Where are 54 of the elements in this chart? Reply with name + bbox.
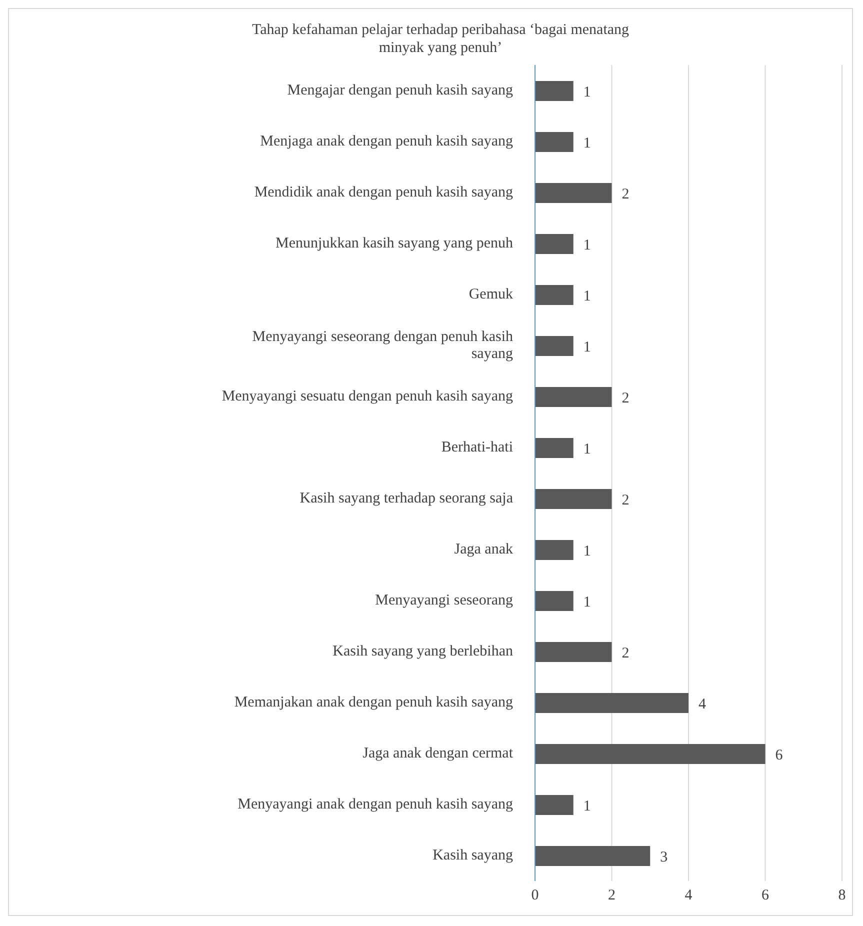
data-label: 1 bbox=[583, 84, 591, 100]
y-tick-label: Menyayangi sesuatu dengan penuh kasih sayang bbox=[222, 388, 514, 404]
bar bbox=[535, 795, 574, 815]
y-tick-label: Menyayangi anak dengan penuh kasih sayang bbox=[238, 796, 514, 812]
y-tick-label: Kasih sayang bbox=[432, 848, 514, 864]
data-label: 1 bbox=[583, 594, 591, 610]
bar bbox=[535, 336, 574, 356]
data-label: 2 bbox=[622, 390, 630, 406]
x-tick-label: 2 bbox=[608, 888, 616, 904]
data-label: 1 bbox=[583, 288, 591, 304]
bar bbox=[535, 846, 650, 866]
x-tick-label: 4 bbox=[684, 888, 693, 904]
data-label: 1 bbox=[583, 543, 591, 560]
data-label: 1 bbox=[583, 441, 591, 458]
bar bbox=[535, 438, 574, 458]
data-label: 3 bbox=[660, 849, 668, 866]
bar bbox=[535, 183, 612, 203]
y-tick-label: Menjaga anak dengan penuh kasih sayang bbox=[260, 134, 514, 150]
bar bbox=[535, 234, 574, 254]
bar bbox=[535, 132, 574, 152]
bar bbox=[535, 591, 574, 611]
y-tick-label: Kasih sayang yang berlebihan bbox=[332, 644, 514, 660]
bar bbox=[535, 81, 574, 101]
y-tick-label: Menyayangi seseorang bbox=[375, 592, 514, 608]
y-tick-label: Mengajar dengan penuh kasih sayang bbox=[287, 82, 514, 98]
y-tick-label: Kasih sayang terhadap seorang saja bbox=[300, 490, 514, 506]
x-tick-label: 6 bbox=[762, 888, 770, 904]
data-label: 1 bbox=[583, 135, 591, 152]
bar bbox=[535, 744, 766, 764]
data-label: 1 bbox=[583, 237, 591, 254]
y-tick-label: Memanjakan anak dengan penuh kasih sayang bbox=[234, 694, 514, 710]
bar bbox=[535, 285, 574, 305]
bar bbox=[535, 387, 612, 407]
data-label: 6 bbox=[775, 747, 784, 764]
x-tick-label: 8 bbox=[838, 888, 846, 904]
data-label: 2 bbox=[622, 186, 630, 202]
bar bbox=[535, 489, 612, 509]
data-label: 2 bbox=[622, 645, 630, 662]
data-label: 1 bbox=[583, 339, 591, 356]
y-tick-label: Gemuk bbox=[468, 286, 514, 302]
bar bbox=[535, 642, 612, 662]
data-label: 4 bbox=[698, 696, 706, 712]
y-tick-label: Mendidik anak dengan penuh kasih sayang bbox=[254, 184, 514, 200]
y-tick-label: Menunjukkan kasih sayang yang penuh bbox=[276, 236, 514, 252]
data-label: 1 bbox=[583, 798, 591, 814]
chart-title: Tahap kefahaman pelajar terhadap peribahasa ‘bagai menatang minyak yang penuh’ bbox=[250, 21, 630, 57]
y-tick-label: Jaga anak bbox=[454, 542, 514, 558]
y-tick-label: Jaga anak dengan cermat bbox=[362, 746, 514, 762]
bar bbox=[535, 540, 574, 560]
data-label: 2 bbox=[622, 492, 630, 508]
y-tick-label: Berhati-hati bbox=[441, 440, 513, 456]
y-tick-label: Menyayangi seseorang dengan penuh kasih sayang bbox=[252, 329, 514, 362]
x-tick-label: 0 bbox=[531, 888, 539, 904]
bar bbox=[535, 693, 688, 713]
